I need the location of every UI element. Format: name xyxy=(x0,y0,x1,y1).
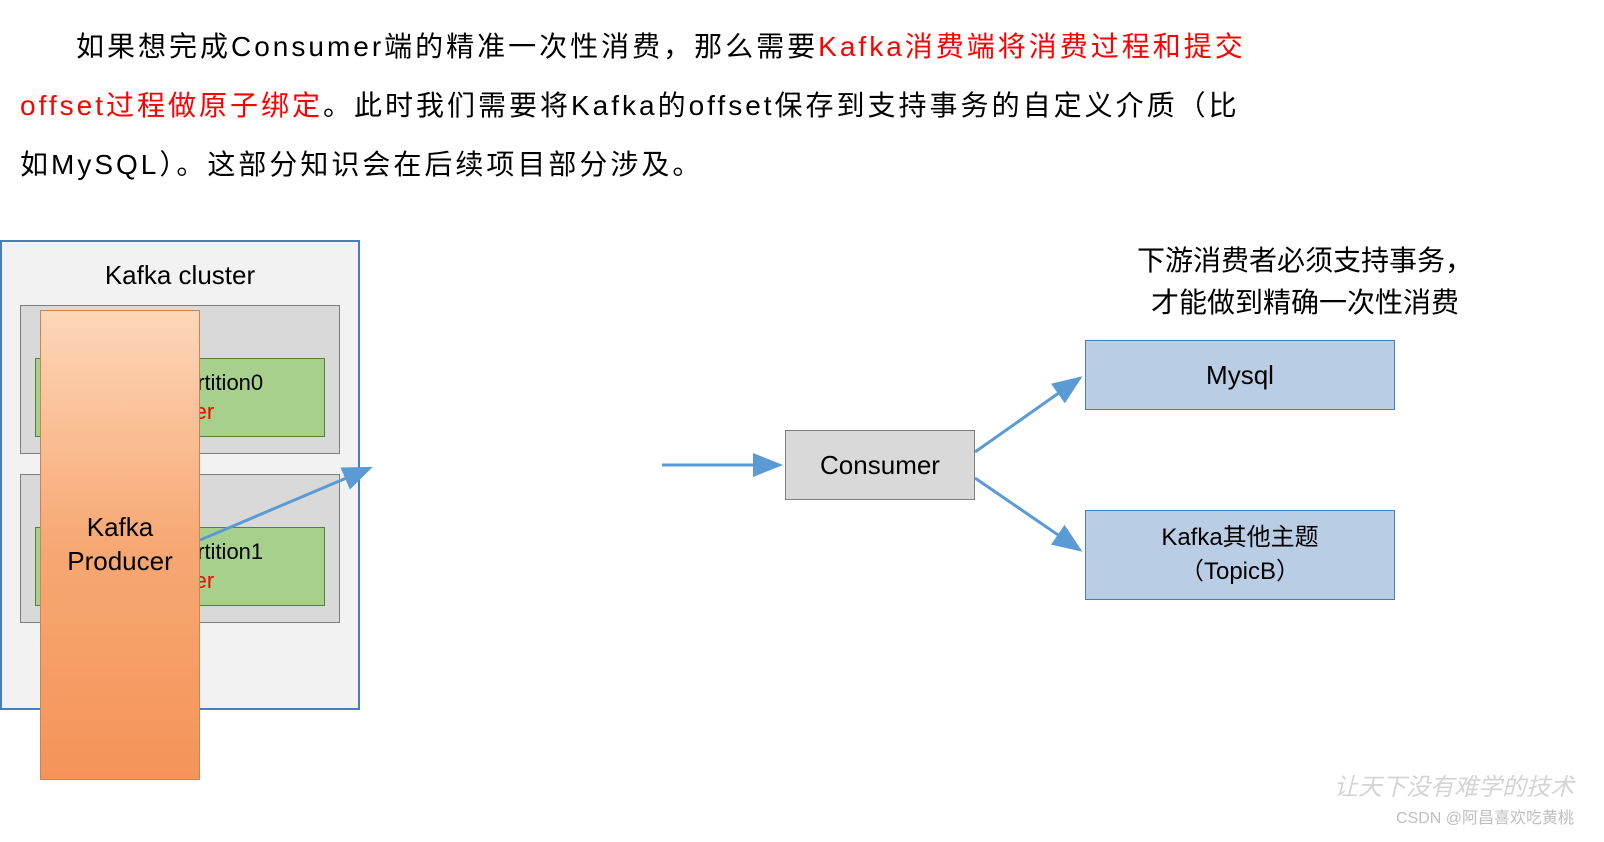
producer-label-line1: Kafka Producer xyxy=(67,511,173,579)
consumer-label: Consumer xyxy=(820,450,940,481)
kafka-producer-box: Kafka Producer xyxy=(40,310,200,780)
mysql-label: Mysql xyxy=(1206,360,1274,391)
arrow-consumer-to-mysql xyxy=(975,378,1080,452)
intro-paragraph: 如果想完成Consumer端的精准一次性消费，那么需要Kafka消费端将消费过程… xyxy=(20,18,1260,194)
consumer-box: Consumer xyxy=(785,430,975,500)
watermark-author: CSDN @阿昌喜欢吃黄桃 xyxy=(1396,804,1574,828)
topicb-box: Kafka其他主题 （TopicB） xyxy=(1085,510,1395,600)
annotation-line1: 下游消费者必须支持事务， xyxy=(1085,240,1525,282)
downstream-annotation: 下游消费者必须支持事务， 才能做到精确一次性消费 xyxy=(1085,240,1525,324)
topicb-line2: （TopicB） xyxy=(1180,555,1300,589)
topicb-line1: Kafka其他主题 xyxy=(1161,521,1318,555)
mysql-box: Mysql xyxy=(1085,340,1395,410)
kafka-diagram: Kafka Producer Kafka cluster broker0 Top… xyxy=(0,240,1604,840)
arrow-consumer-to-topicb xyxy=(975,478,1080,550)
cluster-title: Kafka cluster xyxy=(20,260,340,291)
annotation-line2: 才能做到精确一次性消费 xyxy=(1085,282,1525,324)
watermark-slogan: 让天下没有难学的技术 xyxy=(1334,767,1574,802)
para-seg1: 如果想完成Consumer端的精准一次性消费，那么需要 xyxy=(76,31,818,62)
